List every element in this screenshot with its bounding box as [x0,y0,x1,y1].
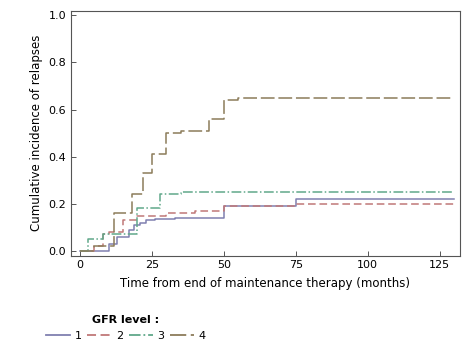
X-axis label: Time from end of maintenance therapy (months): Time from end of maintenance therapy (mo… [120,277,410,290]
Y-axis label: Cumulative incidence of relapses: Cumulative incidence of relapses [30,35,43,231]
Legend: 1, 2, 3, 4: 1, 2, 3, 4 [46,315,206,340]
